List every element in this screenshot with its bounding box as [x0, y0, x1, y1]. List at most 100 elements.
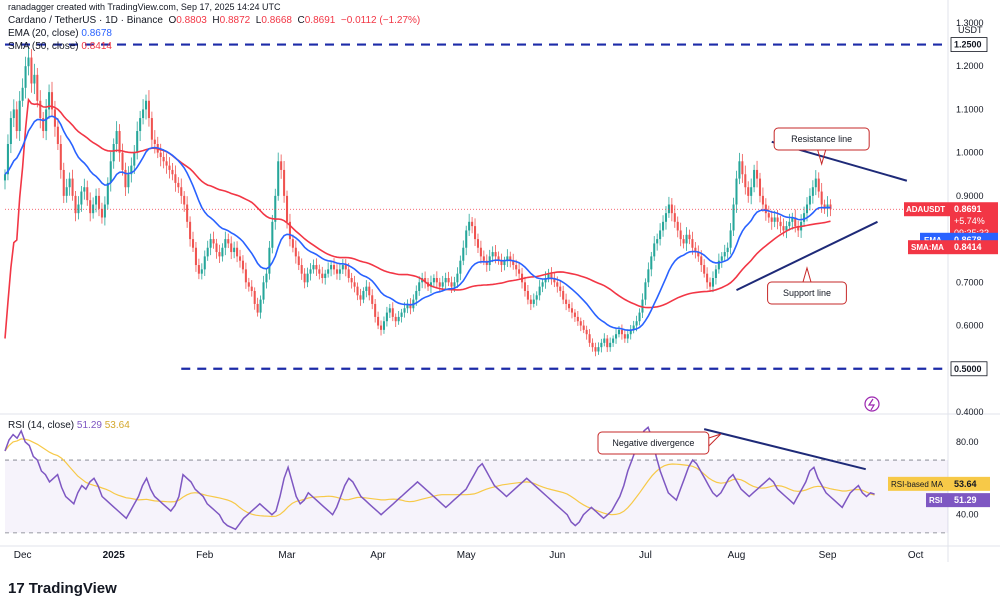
- candle-body: [341, 265, 344, 270]
- candle-body: [565, 299, 568, 304]
- candle-body: [300, 265, 303, 274]
- candle-body: [330, 265, 333, 270]
- candle-body: [612, 338, 615, 343]
- candle-body: [189, 221, 192, 240]
- candle-body: [365, 286, 368, 291]
- candle-body: [720, 256, 723, 261]
- sma-name-text: SMA:MA: [911, 243, 944, 252]
- candle-body: [682, 239, 685, 244]
- tradingview-mark-icon: 17: [8, 580, 25, 597]
- legend-ema-label: EMA (20, close): [8, 28, 79, 39]
- candle-body: [385, 312, 388, 322]
- candle-body: [744, 174, 747, 188]
- candle-body: [68, 178, 71, 188]
- candle-body: [136, 131, 139, 153]
- candle-body: [491, 252, 494, 257]
- candle-body: [620, 329, 623, 335]
- sma-value-tag: [950, 240, 998, 255]
- candle-body: [56, 126, 59, 144]
- price-axis-tick-6: 0.6000: [956, 321, 984, 331]
- candle-body: [776, 217, 779, 222]
- divergence-trendline: [703, 428, 866, 471]
- candle-body: [318, 269, 321, 274]
- candle-body: [506, 256, 509, 261]
- candle-body: [224, 239, 227, 248]
- candle-body: [462, 247, 465, 261]
- legend-rsi-ma-value: 53.64: [104, 420, 130, 431]
- candle-body: [241, 260, 244, 270]
- rsi-name-tag: [926, 493, 950, 508]
- candle-body: [86, 187, 89, 201]
- callout-pointer-0: [817, 149, 827, 166]
- candle-body: [597, 347, 600, 352]
- candle-body: [206, 247, 209, 257]
- candle-body: [576, 316, 579, 322]
- candle-body: [215, 243, 218, 253]
- candle-body: [626, 334, 629, 339]
- candle-body: [42, 118, 45, 132]
- candle-body: [679, 230, 682, 240]
- candle-body: [761, 195, 764, 205]
- ema-value-text: 0.8678: [954, 235, 982, 245]
- candle-body: [147, 100, 150, 119]
- legend-close: 0.8691: [304, 15, 336, 26]
- candle-body: [142, 109, 145, 119]
- candle-body: [817, 178, 820, 192]
- candle-body: [694, 247, 697, 253]
- callout-text-1: Support line: [783, 288, 831, 298]
- candle-body: [309, 269, 312, 274]
- candle-body: [30, 57, 33, 84]
- candle-body: [573, 312, 576, 317]
- candle-body: [623, 334, 626, 339]
- candle-body: [268, 247, 271, 274]
- legend-symbol-row: Cardano / TetherUS · 1D · Binance O0.880…: [8, 14, 420, 27]
- legend-change: −0.0112 (−1.27%): [340, 15, 421, 26]
- rsi-value-text: 51.29: [954, 495, 977, 505]
- candle-body: [591, 342, 594, 348]
- price-axis-tick-2: 1.1000: [956, 104, 984, 114]
- byline: ranadagger created with TradingView.com,…: [8, 2, 281, 12]
- candle-body: [603, 338, 606, 343]
- candle-body: [732, 204, 735, 231]
- candle-body: [453, 282, 456, 287]
- candle-body: [562, 290, 565, 300]
- candle-body: [535, 295, 538, 300]
- candle-body: [347, 269, 350, 278]
- candle-body: [553, 278, 556, 283]
- time-axis-tick-1: 2025: [103, 550, 126, 561]
- level-tag-box-1: [950, 361, 988, 377]
- candle-body: [230, 243, 233, 253]
- lightning-icon: [864, 396, 880, 412]
- candle-body: [15, 109, 18, 132]
- candle-body: [159, 152, 162, 157]
- candle-body: [377, 316, 380, 326]
- candle-body: [647, 269, 650, 283]
- candle-body: [538, 286, 541, 296]
- candle-body: [379, 325, 383, 330]
- candle-body: [247, 282, 250, 287]
- candle-body: [424, 278, 427, 283]
- rsi-ma-value-tag: [950, 476, 990, 491]
- candle-body: [344, 265, 347, 270]
- sma-name-tag: [908, 240, 950, 255]
- legend-o-label: O: [168, 15, 177, 26]
- candle-body: [526, 290, 529, 300]
- candle-body: [191, 239, 195, 248]
- candle-body: [71, 178, 74, 196]
- candle-body: [153, 139, 156, 144]
- candle-body: [811, 187, 814, 196]
- candle-body: [3, 174, 7, 181]
- candle-body: [450, 282, 453, 287]
- candle-body: [297, 256, 300, 266]
- candle-body: [529, 299, 532, 304]
- divergence-callout-pointer: [708, 433, 722, 447]
- candle-body: [638, 312, 641, 322]
- candle-body: [609, 342, 612, 348]
- candle-body: [194, 247, 197, 266]
- candle-body: [92, 204, 95, 214]
- price-axis-tick-1: 1.2000: [956, 61, 984, 71]
- candle-body: [615, 334, 618, 339]
- candle-body: [18, 100, 21, 132]
- candle-body: [635, 321, 638, 326]
